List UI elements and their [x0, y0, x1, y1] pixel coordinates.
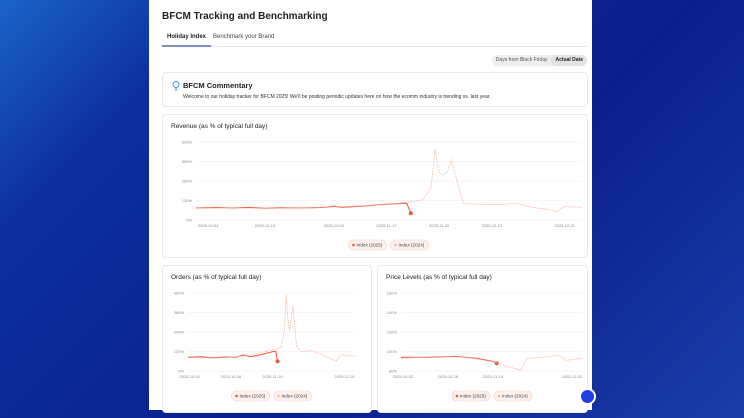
y-tick-label: 0%: [186, 218, 192, 223]
tab-bar: Holiday Index Benchmark your Brand: [162, 30, 587, 47]
toggle-days-from-black-friday[interactable]: Days from Black Friday: [495, 57, 548, 63]
chart-title: Price Levels (as % of typical full day): [386, 274, 492, 281]
y-tick-label: 120%: [387, 330, 398, 335]
legend-label: Index (2024): [282, 394, 308, 399]
main-panel: BFCM Tracking and Benchmarking Holiday I…: [149, 0, 592, 413]
legend-dot: [497, 394, 501, 398]
revenue-chart-card: Revenue (as % of typical full day) 0% 130…: [162, 114, 588, 258]
commentary-title: BFCM Commentary: [183, 81, 253, 90]
legend-label: Index (2025): [240, 394, 266, 399]
legend-label: Index (2024): [502, 394, 528, 399]
x-tick-label: 2025-11-30: [429, 223, 450, 228]
legend-dot: [277, 394, 280, 398]
price-chart-card: Price Levels (as % of typical full day) …: [377, 265, 588, 413]
x-tick-label: 2025-12-31: [334, 374, 355, 379]
y-tick-label: 120%: [174, 349, 185, 354]
x-tick-label: 2025-11-19: [483, 374, 504, 379]
legend-dot: [394, 243, 397, 247]
chat-widget-button[interactable]: [579, 388, 596, 405]
x-tick-label: 2025-10-26: [221, 374, 242, 379]
y-tick-label: 260%: [182, 179, 193, 184]
y-tick-label: 140%: [387, 310, 398, 315]
page-title: BFCM Tracking and Benchmarking: [162, 11, 328, 22]
x-tick-label: 2025-10-26: [438, 374, 459, 379]
price-chart: 80% 100% 120% 140% 160% 2025-10-02 2025-10-26 2…: [387, 291, 584, 402]
series-line-2025: [187, 350, 278, 362]
toggle-actual-date[interactable]: Actual Date: [551, 55, 587, 66]
x-tick-label: 2025-12-31: [562, 374, 583, 379]
y-tick-label: 240%: [174, 330, 185, 335]
y-tick-label: 130%: [182, 198, 193, 203]
latest-point-marker[interactable]: [275, 359, 280, 364]
orders-chart: 0% 120% 240% 360% 480% 2025-10-02 2025-10-26 20…: [174, 291, 356, 402]
y-tick-label: 360%: [174, 310, 185, 315]
y-tick-label: 520%: [182, 140, 193, 145]
y-tick-label: 160%: [387, 291, 398, 296]
commentary-text: Welcome to our holiday tracker for BFCM …: [183, 94, 491, 100]
x-tick-label: 2025-10-18: [255, 223, 276, 228]
legend-item-2024[interactable]: Index (2024): [493, 390, 533, 402]
commentary-card: BFCM Commentary Welcome to our holiday t…: [162, 72, 588, 107]
y-tick-label: 0%: [178, 369, 184, 374]
x-tick-label: 2025-11-19: [262, 374, 283, 379]
tab-holiday-index[interactable]: Holiday Index: [162, 34, 212, 47]
legend-label: Index (2025): [357, 243, 383, 248]
x-tick-label: 2025-11-17: [376, 223, 397, 228]
legend-dot: [352, 243, 355, 247]
legend-dot: [455, 394, 459, 398]
chart-title: Revenue (as % of typical full day): [171, 123, 268, 130]
x-tick-label: 2025-10-04: [198, 223, 219, 228]
legend-item-2025[interactable]: Index (2025): [348, 239, 387, 251]
x-tick-label: 2025-11-04: [324, 223, 345, 228]
x-tick-label: 2025-10-02: [393, 374, 414, 379]
legend-item-2025[interactable]: Index (2025): [231, 390, 270, 402]
legend-label: Index (2025): [460, 394, 486, 399]
y-tick-label: 80%: [389, 369, 397, 374]
y-tick-label: 480%: [174, 291, 185, 296]
tab-benchmark-your-brand[interactable]: Benchmark your Brand: [213, 34, 275, 40]
series-line-2024: [187, 294, 356, 362]
legend-item-2024[interactable]: Index (2024): [273, 390, 312, 402]
revenue-chart: 0% 130% 260% 390% 520% 2025-10-04 2025-10-18 20…: [182, 140, 582, 251]
x-tick-label: 2025-12-31: [555, 223, 576, 228]
legend-label: Index (2024): [399, 243, 425, 248]
y-tick-label: 100%: [387, 349, 398, 354]
series-line-2024: [400, 354, 584, 371]
legend-item-2024[interactable]: Index (2024): [390, 239, 429, 251]
date-mode-toggle: Days from Black Friday Actual Date: [491, 55, 587, 66]
latest-point-marker[interactable]: [408, 211, 413, 216]
series-line-2024: [195, 149, 582, 213]
series-line-2025: [401, 355, 497, 364]
legend-dot: [235, 394, 238, 398]
x-tick-label: 2025-10-02: [179, 374, 200, 379]
x-tick-label: 2025-12-13: [482, 223, 503, 228]
y-tick-label: 390%: [182, 159, 193, 164]
orders-chart-card: Orders (as % of typical full day) 0% 120%…: [162, 265, 372, 413]
lightbulb-icon: [172, 81, 180, 91]
chart-title: Orders (as % of typical full day): [171, 274, 262, 281]
legend-item-2025[interactable]: Index (2025): [451, 390, 491, 402]
